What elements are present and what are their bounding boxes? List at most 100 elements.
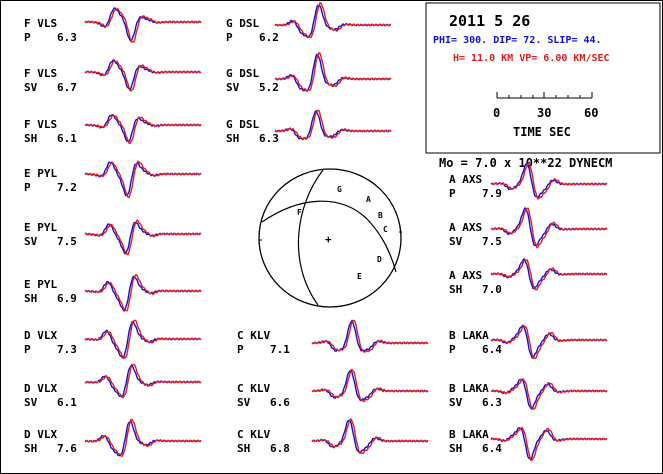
amplitude-value: 6.3 — [57, 31, 77, 44]
amplitude-value: 6.1 — [57, 396, 77, 409]
amplitude-value: 6.1 — [57, 132, 77, 145]
observed-waveform — [490, 426, 608, 462]
station-label: A AXS — [449, 221, 482, 234]
phase-label: P — [449, 343, 456, 356]
scale-tick-label: 0 — [493, 106, 500, 120]
station-mark-d: D — [377, 255, 382, 264]
observed-waveform — [274, 1, 392, 39]
amplitude-value: 5.2 — [259, 81, 279, 94]
observed-waveform — [311, 418, 429, 455]
station-label: B LAKA — [449, 329, 489, 342]
station-label: G DSL — [226, 118, 259, 131]
station-label: C KLV — [237, 329, 270, 342]
station-mark-b: B — [378, 211, 383, 220]
observed-waveform — [311, 368, 429, 403]
time-scale-bar: 0 30 60 TIME SEC — [493, 92, 598, 139]
observed-waveform — [84, 160, 202, 199]
scale-tick-label: 60 — [584, 106, 598, 120]
station-mark-c: C — [383, 225, 388, 234]
amplitude-value: 6.2 — [259, 31, 279, 44]
phase-label: P — [24, 31, 31, 44]
station-label: F VLS — [24, 17, 57, 30]
station-label: A AXS — [449, 173, 482, 186]
amplitude-value: 6.9 — [57, 292, 77, 305]
phase-label: SH — [24, 292, 37, 305]
observed-waveform — [84, 7, 202, 43]
synthetic-waveform — [274, 109, 392, 141]
station-label: C KLV — [237, 428, 270, 441]
station-label: D VLX — [24, 382, 57, 395]
station-label: E PYL — [24, 221, 57, 234]
observed-waveform — [490, 207, 608, 249]
synthetic-waveform — [311, 419, 429, 455]
station-label: G DSL — [226, 17, 259, 30]
amplitude-value: 7.9 — [482, 187, 502, 200]
phase-label: SV — [226, 81, 240, 94]
observed-waveform — [84, 273, 202, 312]
observed-waveform — [85, 219, 202, 256]
station-mark-g: G — [337, 185, 342, 194]
nodal-plane-2 — [261, 200, 397, 273]
observed-waveform — [311, 319, 429, 353]
seismic-moment: Mo = 7.0 x 10**22 DYNECM — [439, 156, 612, 170]
scale-tick-label: 30 — [537, 106, 551, 120]
station-mark-e: E — [357, 272, 362, 281]
station-mark-f: F — [297, 208, 302, 217]
phase-label: SV — [449, 235, 463, 248]
amplitude-value: 7.1 — [270, 343, 290, 356]
station-label: A AXS — [449, 269, 482, 282]
synthetic-waveform — [84, 320, 202, 360]
scale-label: TIME SEC — [513, 125, 571, 139]
phase-label: SH — [449, 283, 462, 296]
info-box: 2011 5 26 PHI= 300. DIP= 72. SLIP= 44. H… — [425, 2, 661, 154]
synthetic-waveform — [84, 420, 202, 457]
amplitude-value: 7.3 — [57, 343, 77, 356]
synthetic-waveform — [490, 378, 608, 411]
amplitude-value: 7.6 — [57, 442, 77, 455]
station-label: F VLS — [24, 118, 57, 131]
station-label: C KLV — [237, 382, 270, 395]
focal-sphere: + G A B C D E F — [258, 168, 402, 308]
observed-waveform — [490, 378, 608, 410]
depth-velocity: H= 11.0 KM VP= 6.00 KM/SEC — [453, 53, 610, 64]
phase-label: SH — [237, 442, 250, 455]
sphere-center-mark: + — [325, 233, 332, 246]
amplitude-value: 6.4 — [482, 343, 502, 356]
station-label: D VLX — [24, 329, 57, 342]
mechanism-parameters: PHI= 300. DIP= 72. SLIP= 44. — [433, 35, 602, 46]
observed-waveform — [490, 162, 608, 200]
amplitude-value: 7.5 — [482, 235, 502, 248]
event-date: 2011 5 26 — [449, 12, 530, 30]
synthetic-waveform — [311, 319, 429, 352]
station-mark-a: A — [366, 195, 371, 204]
phase-label: P — [226, 31, 233, 44]
sphere-outline — [258, 168, 402, 308]
amplitude-value: 7.0 — [482, 283, 502, 296]
synthetic-waveform — [311, 369, 429, 402]
phase-label: SV — [237, 396, 251, 409]
observed-waveform — [84, 114, 202, 145]
station-label: B LAKA — [449, 428, 489, 441]
phase-label: SH — [24, 442, 37, 455]
phase-label: SH — [226, 132, 239, 145]
amplitude-value: 6.3 — [482, 396, 502, 409]
